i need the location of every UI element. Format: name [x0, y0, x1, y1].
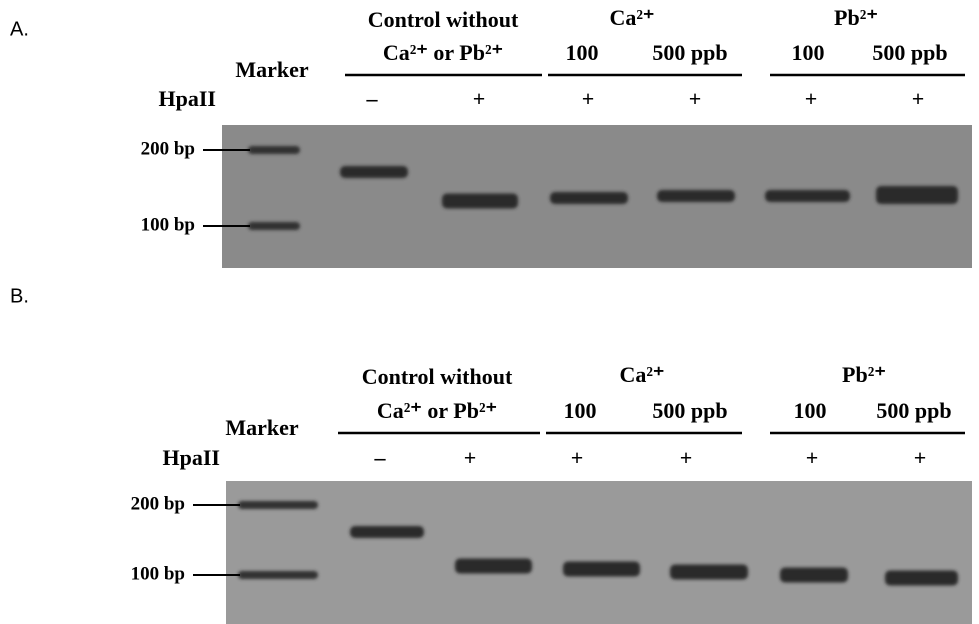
dna-band — [657, 190, 735, 202]
treatment-sign: + — [689, 86, 702, 111]
treatment-sign: + — [680, 445, 693, 470]
treatment-sign: + — [473, 86, 486, 111]
dose-label: 100 — [792, 40, 825, 65]
gel — [226, 481, 972, 624]
control-label: Ca²⁺ or Pb²⁺ — [383, 40, 503, 65]
dna-band — [550, 192, 628, 204]
panel-label: A. — [10, 18, 29, 40]
dna-band — [876, 186, 958, 204]
marker-band — [238, 501, 318, 509]
enzyme-label: HpaII — [159, 86, 216, 111]
dose-label: 500 ppb — [652, 40, 727, 65]
treatment-sign: – — [374, 445, 387, 470]
group-name: Ca²⁺ — [619, 362, 664, 387]
dose-label: 500 ppb — [876, 398, 951, 423]
size-label: 100 bp — [141, 214, 195, 235]
dose-label: 100 — [564, 398, 597, 423]
dna-band — [780, 567, 848, 583]
dna-band — [765, 190, 850, 202]
dna-band — [670, 564, 748, 580]
dose-label: 500 ppb — [652, 398, 727, 423]
dose-label: 500 ppb — [872, 40, 947, 65]
treatment-sign: – — [366, 86, 379, 111]
control-label: Control without — [368, 7, 519, 32]
enzyme-label: HpaII — [163, 445, 220, 470]
marker-label: Marker — [235, 57, 309, 82]
size-label: 200 bp — [141, 138, 195, 159]
treatment-sign: + — [571, 445, 584, 470]
treatment-sign: + — [582, 86, 595, 111]
dna-band — [563, 561, 640, 577]
marker-band — [248, 146, 300, 154]
dna-band — [340, 166, 408, 178]
control-label: Control without — [362, 364, 513, 389]
treatment-sign: + — [805, 86, 818, 111]
treatment-sign: + — [464, 445, 477, 470]
dna-band — [455, 558, 532, 574]
treatment-sign: + — [914, 445, 927, 470]
dna-band — [350, 526, 424, 538]
size-label: 200 bp — [131, 493, 185, 514]
dna-band — [885, 570, 958, 586]
marker-band — [238, 571, 318, 579]
treatment-sign: + — [806, 445, 819, 470]
marker-band — [248, 222, 300, 230]
marker-label: Marker — [225, 415, 299, 440]
dose-label: 100 — [566, 40, 599, 65]
size-label: 100 bp — [131, 563, 185, 584]
panel-label: B. — [10, 285, 29, 307]
group-name: Ca²⁺ — [609, 5, 654, 30]
dna-band — [442, 193, 518, 209]
group-name: Pb²⁺ — [834, 5, 878, 30]
dose-label: 100 — [794, 398, 827, 423]
treatment-sign: + — [912, 86, 925, 111]
group-name: Pb²⁺ — [842, 362, 886, 387]
control-label: Ca²⁺ or Pb²⁺ — [377, 398, 497, 423]
